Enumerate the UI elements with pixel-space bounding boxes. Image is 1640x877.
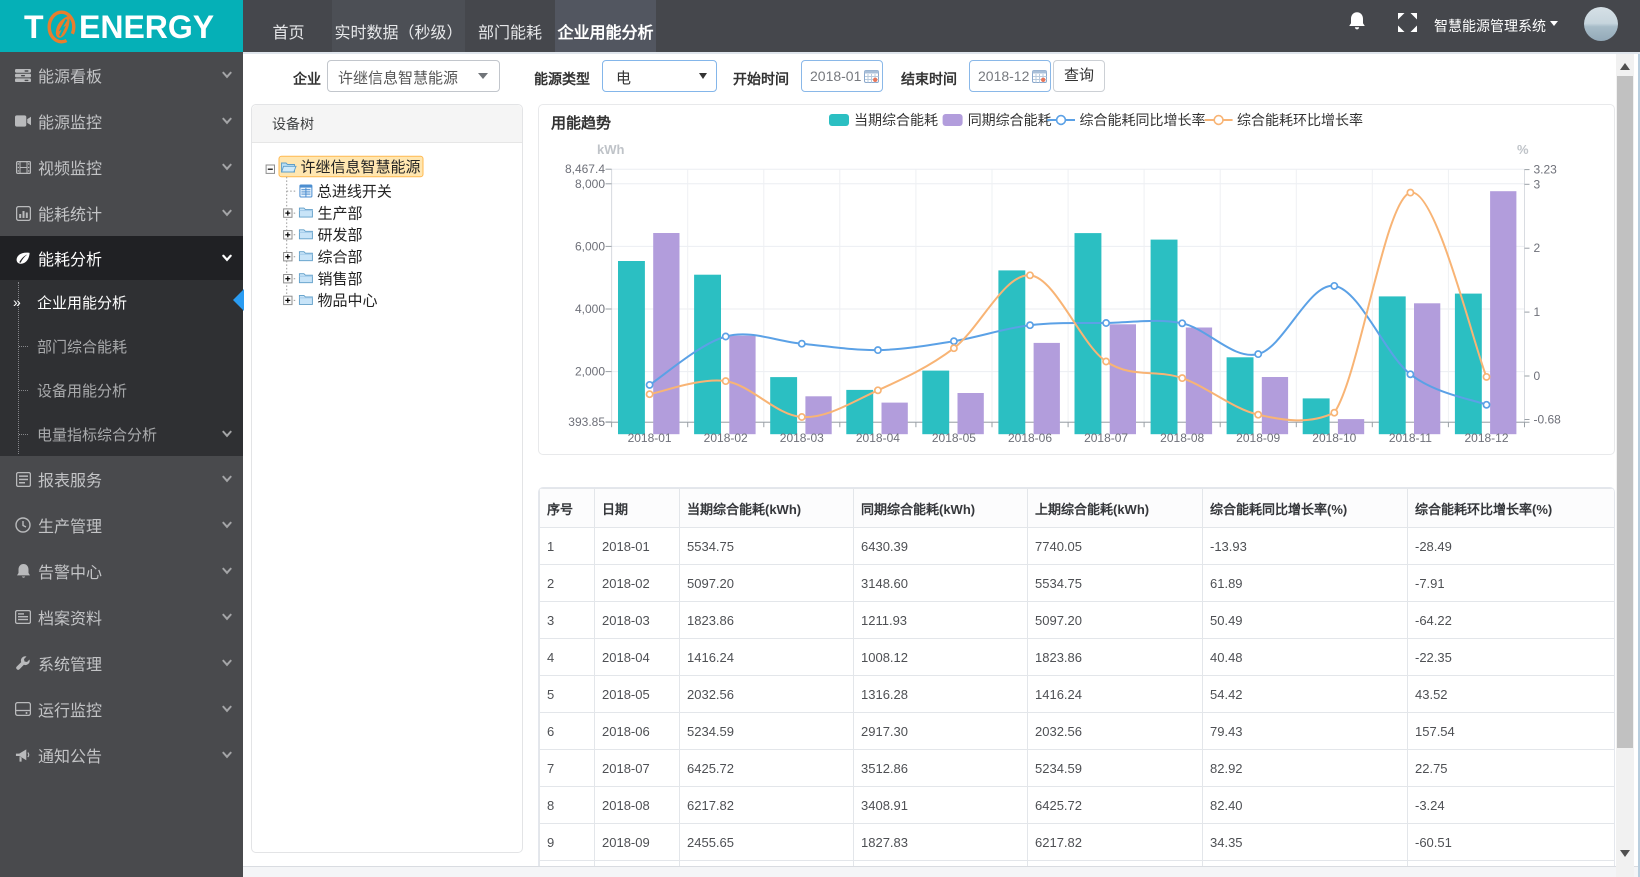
svg-text:8,467.4: 8,467.4 bbox=[565, 162, 605, 176]
svg-text:4,000: 4,000 bbox=[575, 302, 605, 316]
svg-text:许继信息智慧能源: 许继信息智慧能源 bbox=[301, 158, 421, 176]
svg-text:2,000: 2,000 bbox=[575, 365, 605, 379]
svg-text:ENERGY: ENERGY bbox=[79, 9, 214, 45]
svg-text:综合能耗同比增长率: 综合能耗同比增长率 bbox=[1080, 112, 1206, 128]
svg-text:T: T bbox=[24, 9, 44, 45]
svg-text:2018-12: 2018-12 bbox=[1464, 431, 1508, 445]
svg-text:3.23: 3.23 bbox=[1534, 163, 1558, 177]
svg-text:当期综合能耗: 当期综合能耗 bbox=[854, 112, 938, 128]
svg-text:kWh: kWh bbox=[597, 142, 625, 157]
svg-text:2018-11: 2018-11 bbox=[1389, 431, 1432, 445]
svg-text:1: 1 bbox=[1534, 305, 1541, 319]
svg-text:总进线开关: 总进线开关 bbox=[317, 183, 392, 200]
svg-text:%: % bbox=[1517, 142, 1529, 157]
svg-text:8,000: 8,000 bbox=[575, 177, 605, 191]
svg-text:2018-02: 2018-02 bbox=[704, 431, 748, 445]
svg-text:同期综合能耗: 同期综合能耗 bbox=[968, 112, 1052, 128]
svg-text:2018-07: 2018-07 bbox=[1084, 431, 1128, 445]
svg-text:综合部: 综合部 bbox=[318, 249, 363, 266]
svg-text:6,000: 6,000 bbox=[575, 239, 605, 253]
svg-text:0: 0 bbox=[1534, 369, 1541, 383]
svg-text:销售部: 销售部 bbox=[318, 271, 363, 288]
svg-text:2018-06: 2018-06 bbox=[1008, 431, 1052, 445]
svg-text:2018-03: 2018-03 bbox=[780, 431, 824, 445]
svg-text:2018-04: 2018-04 bbox=[856, 431, 900, 445]
svg-text:3: 3 bbox=[1534, 177, 1541, 191]
svg-text:2018-05: 2018-05 bbox=[932, 431, 976, 445]
svg-text:2018-08: 2018-08 bbox=[1160, 431, 1204, 445]
svg-text:物品中心: 物品中心 bbox=[318, 293, 378, 310]
svg-text:393.85: 393.85 bbox=[568, 415, 605, 429]
svg-text:-0.68: -0.68 bbox=[1534, 413, 1562, 427]
svg-text:2018-10: 2018-10 bbox=[1312, 431, 1356, 445]
svg-text:研发部: 研发部 bbox=[318, 227, 363, 244]
svg-text:2018-09: 2018-09 bbox=[1236, 431, 1280, 445]
svg-text:综合能耗环比增长率: 综合能耗环比增长率 bbox=[1237, 112, 1363, 128]
svg-text:2018-01: 2018-01 bbox=[628, 431, 672, 445]
svg-text:2: 2 bbox=[1534, 241, 1541, 255]
svg-text:生产部: 生产部 bbox=[318, 205, 363, 222]
